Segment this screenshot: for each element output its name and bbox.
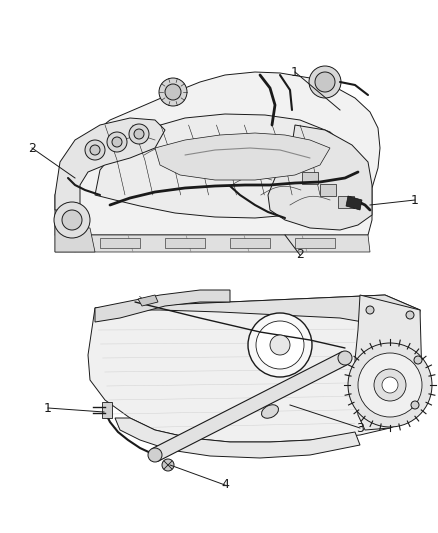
Bar [230, 238, 270, 248]
Bar [102, 402, 112, 418]
Ellipse shape [261, 405, 279, 418]
Circle shape [414, 356, 422, 364]
Polygon shape [55, 235, 370, 252]
Polygon shape [55, 225, 95, 252]
Circle shape [338, 351, 352, 365]
Circle shape [248, 313, 312, 377]
Bar [295, 238, 335, 248]
Circle shape [315, 72, 335, 92]
Bar [165, 238, 205, 248]
Polygon shape [55, 72, 380, 235]
Polygon shape [152, 352, 348, 461]
Polygon shape [95, 295, 420, 330]
Polygon shape [95, 290, 230, 322]
Circle shape [85, 140, 105, 160]
Polygon shape [346, 196, 362, 210]
Circle shape [358, 353, 422, 417]
Circle shape [374, 369, 406, 401]
Text: 2: 2 [28, 141, 36, 155]
Polygon shape [55, 118, 165, 210]
Circle shape [270, 335, 290, 355]
Polygon shape [88, 295, 420, 442]
Circle shape [107, 132, 127, 152]
Circle shape [309, 66, 341, 98]
Circle shape [382, 377, 398, 393]
Bar [302, 172, 318, 184]
Circle shape [112, 137, 122, 147]
Polygon shape [268, 125, 372, 230]
Text: 1: 1 [291, 66, 299, 78]
Polygon shape [138, 295, 158, 306]
Text: 1: 1 [44, 401, 52, 415]
Circle shape [129, 124, 149, 144]
Text: 3: 3 [356, 422, 364, 434]
Circle shape [62, 210, 82, 230]
Text: 1: 1 [411, 193, 419, 206]
Circle shape [90, 145, 100, 155]
Polygon shape [95, 114, 352, 218]
Circle shape [148, 448, 162, 462]
Circle shape [159, 78, 187, 106]
Polygon shape [355, 295, 422, 430]
Circle shape [348, 343, 432, 427]
Circle shape [406, 311, 414, 319]
Circle shape [411, 401, 419, 409]
Circle shape [134, 129, 144, 139]
Circle shape [54, 202, 90, 238]
Circle shape [366, 306, 374, 314]
Text: 2: 2 [296, 248, 304, 262]
Circle shape [165, 84, 181, 100]
Polygon shape [115, 418, 360, 458]
Bar [338, 196, 354, 208]
Bar [100, 238, 140, 248]
Polygon shape [155, 133, 330, 180]
Text: 4: 4 [221, 479, 229, 491]
Bar [320, 184, 336, 196]
Circle shape [256, 321, 304, 369]
Circle shape [162, 459, 174, 471]
